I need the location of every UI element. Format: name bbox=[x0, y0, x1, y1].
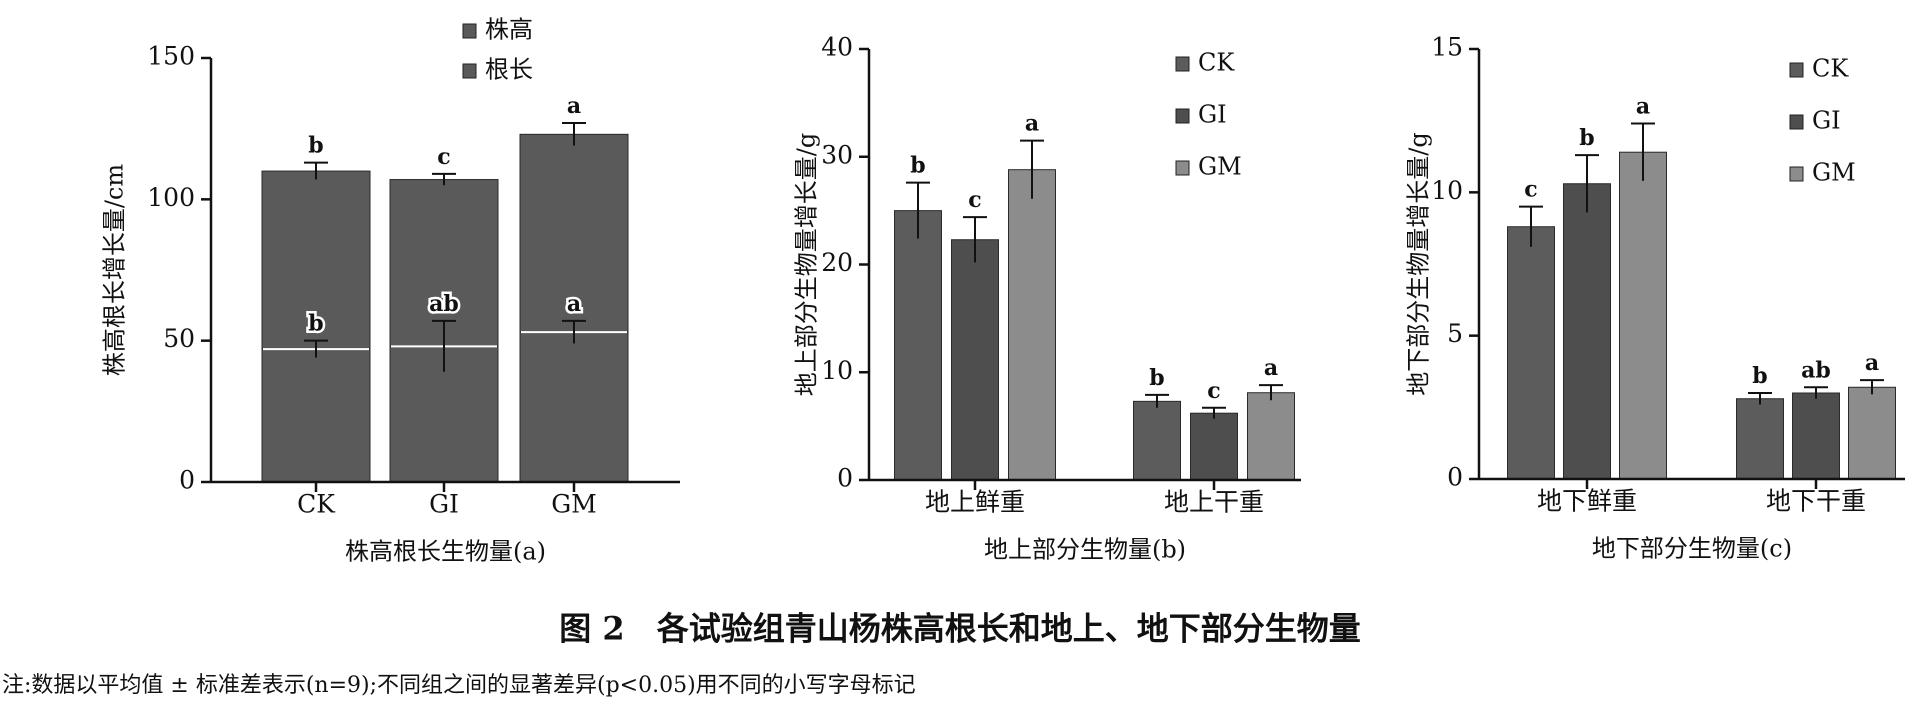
significance-letter: b bbox=[1579, 125, 1594, 151]
figure-note: 注:数据以平均值 ± 标准差表示(n=9);不同组之间的显著差异(p<0.05)… bbox=[2, 673, 916, 698]
error-bar bbox=[432, 319, 456, 372]
x-tick-label: 地上干重 bbox=[1164, 488, 1264, 517]
significance-letter: a bbox=[1264, 355, 1278, 381]
y-tick-label: 15 bbox=[1431, 33, 1463, 62]
bar bbox=[1507, 226, 1555, 480]
significance-letter: a bbox=[1865, 350, 1879, 376]
legend-label: GI bbox=[1812, 107, 1841, 135]
y-tick-label: 10 bbox=[1431, 176, 1463, 205]
legend-label: CK bbox=[1812, 55, 1849, 83]
error-bar bbox=[562, 122, 586, 146]
significance-letter: c bbox=[968, 187, 981, 213]
bar bbox=[261, 348, 371, 483]
error-bar bbox=[1020, 139, 1044, 199]
y-tick-label: 30 bbox=[821, 140, 853, 169]
bar bbox=[1247, 392, 1295, 481]
y-axis-title: 地下部分生物量增长量/g bbox=[1405, 132, 1433, 395]
significance-letter: b bbox=[308, 133, 323, 159]
y-tick-label: 50 bbox=[163, 324, 195, 353]
legend-label: GM bbox=[1812, 159, 1856, 187]
legend-swatch bbox=[1175, 108, 1190, 124]
y-tick-label: 20 bbox=[821, 248, 853, 277]
y-tick-label: 0 bbox=[837, 464, 853, 493]
y-tick-label: 100 bbox=[147, 183, 195, 212]
x-tick-label: GI bbox=[429, 490, 459, 519]
y-tick-label: 40 bbox=[821, 33, 853, 62]
bar bbox=[1736, 398, 1784, 480]
figure-caption: 图 2 各试验组青山杨株高根长和地上、地下部分生物量 bbox=[559, 610, 1360, 648]
legend-label: CK bbox=[1198, 49, 1235, 77]
error-bar bbox=[1575, 154, 1599, 213]
error-bar bbox=[1519, 205, 1543, 247]
significance-letter: a bbox=[567, 93, 581, 119]
error-bar bbox=[963, 216, 987, 263]
x-tick-label: 地下鲜重 bbox=[1537, 487, 1637, 516]
bar bbox=[1619, 151, 1667, 480]
y-axis-title: 株高根长增长量/cm bbox=[101, 164, 129, 377]
legend-swatch bbox=[1789, 114, 1804, 130]
error-bar bbox=[1804, 386, 1828, 399]
significance-letter: c bbox=[437, 144, 450, 170]
bar bbox=[1008, 169, 1056, 481]
legend-label: 株高 bbox=[485, 16, 533, 44]
x-tick-label: GM bbox=[551, 490, 597, 519]
bar bbox=[1563, 183, 1611, 480]
significance-letter: ab bbox=[429, 291, 459, 317]
error-bar bbox=[1259, 384, 1283, 401]
legend-swatch bbox=[462, 63, 477, 79]
bar bbox=[519, 331, 629, 483]
error-bar bbox=[1860, 379, 1884, 395]
bar bbox=[1848, 386, 1896, 480]
significance-letter: b bbox=[1752, 363, 1767, 389]
error-bar bbox=[1202, 406, 1226, 419]
error-bar bbox=[906, 181, 930, 239]
bar bbox=[1792, 392, 1840, 480]
bar bbox=[1190, 412, 1238, 481]
legend-swatch bbox=[1175, 160, 1190, 176]
bar bbox=[894, 210, 942, 481]
legend-label: GI bbox=[1198, 101, 1227, 129]
significance-letter: c bbox=[1207, 378, 1220, 404]
significance-letter: b bbox=[308, 311, 323, 337]
y-tick-label: 0 bbox=[179, 466, 195, 495]
x-tick-label: 地上鲜重 bbox=[925, 488, 1025, 517]
y-axis-title: 地上部分生物量增长量/g bbox=[793, 133, 821, 396]
bar bbox=[951, 239, 999, 481]
x-axis-title: 株高根长生物量(a) bbox=[345, 538, 546, 566]
significance-letter: ab bbox=[1801, 357, 1831, 383]
significance-letter: c bbox=[1524, 177, 1537, 203]
error-bar bbox=[304, 161, 328, 180]
error-bar bbox=[1145, 393, 1169, 408]
significance-letter: b bbox=[910, 153, 925, 179]
y-tick-label: 150 bbox=[147, 42, 195, 71]
legend-swatch bbox=[1789, 166, 1804, 182]
significance-letter: a bbox=[567, 291, 581, 317]
legend-swatch bbox=[1175, 56, 1190, 72]
x-axis-title: 地上部分生物量(b) bbox=[984, 536, 1186, 564]
significance-letter: a bbox=[1025, 111, 1039, 137]
significance-letter: a bbox=[1636, 94, 1650, 120]
error-bar bbox=[432, 172, 456, 186]
legend-label: 根长 bbox=[485, 56, 533, 84]
x-axis-title: 地下部分生物量(c) bbox=[1592, 535, 1792, 563]
x-tick-label: 地下干重 bbox=[1766, 487, 1866, 516]
y-tick-label: 10 bbox=[821, 356, 853, 385]
legend-swatch bbox=[1789, 62, 1804, 78]
x-tick-label: CK bbox=[297, 490, 336, 519]
error-bar bbox=[1631, 122, 1655, 181]
y-tick-label: 0 bbox=[1447, 463, 1463, 492]
y-tick-label: 5 bbox=[1447, 319, 1463, 348]
legend-swatch bbox=[462, 23, 477, 39]
legend-label: GM bbox=[1198, 153, 1242, 181]
bar bbox=[1133, 400, 1181, 481]
error-bar bbox=[1748, 392, 1772, 405]
error-bar bbox=[304, 339, 328, 358]
significance-letter: b bbox=[1149, 365, 1164, 391]
error-bar bbox=[562, 319, 586, 344]
